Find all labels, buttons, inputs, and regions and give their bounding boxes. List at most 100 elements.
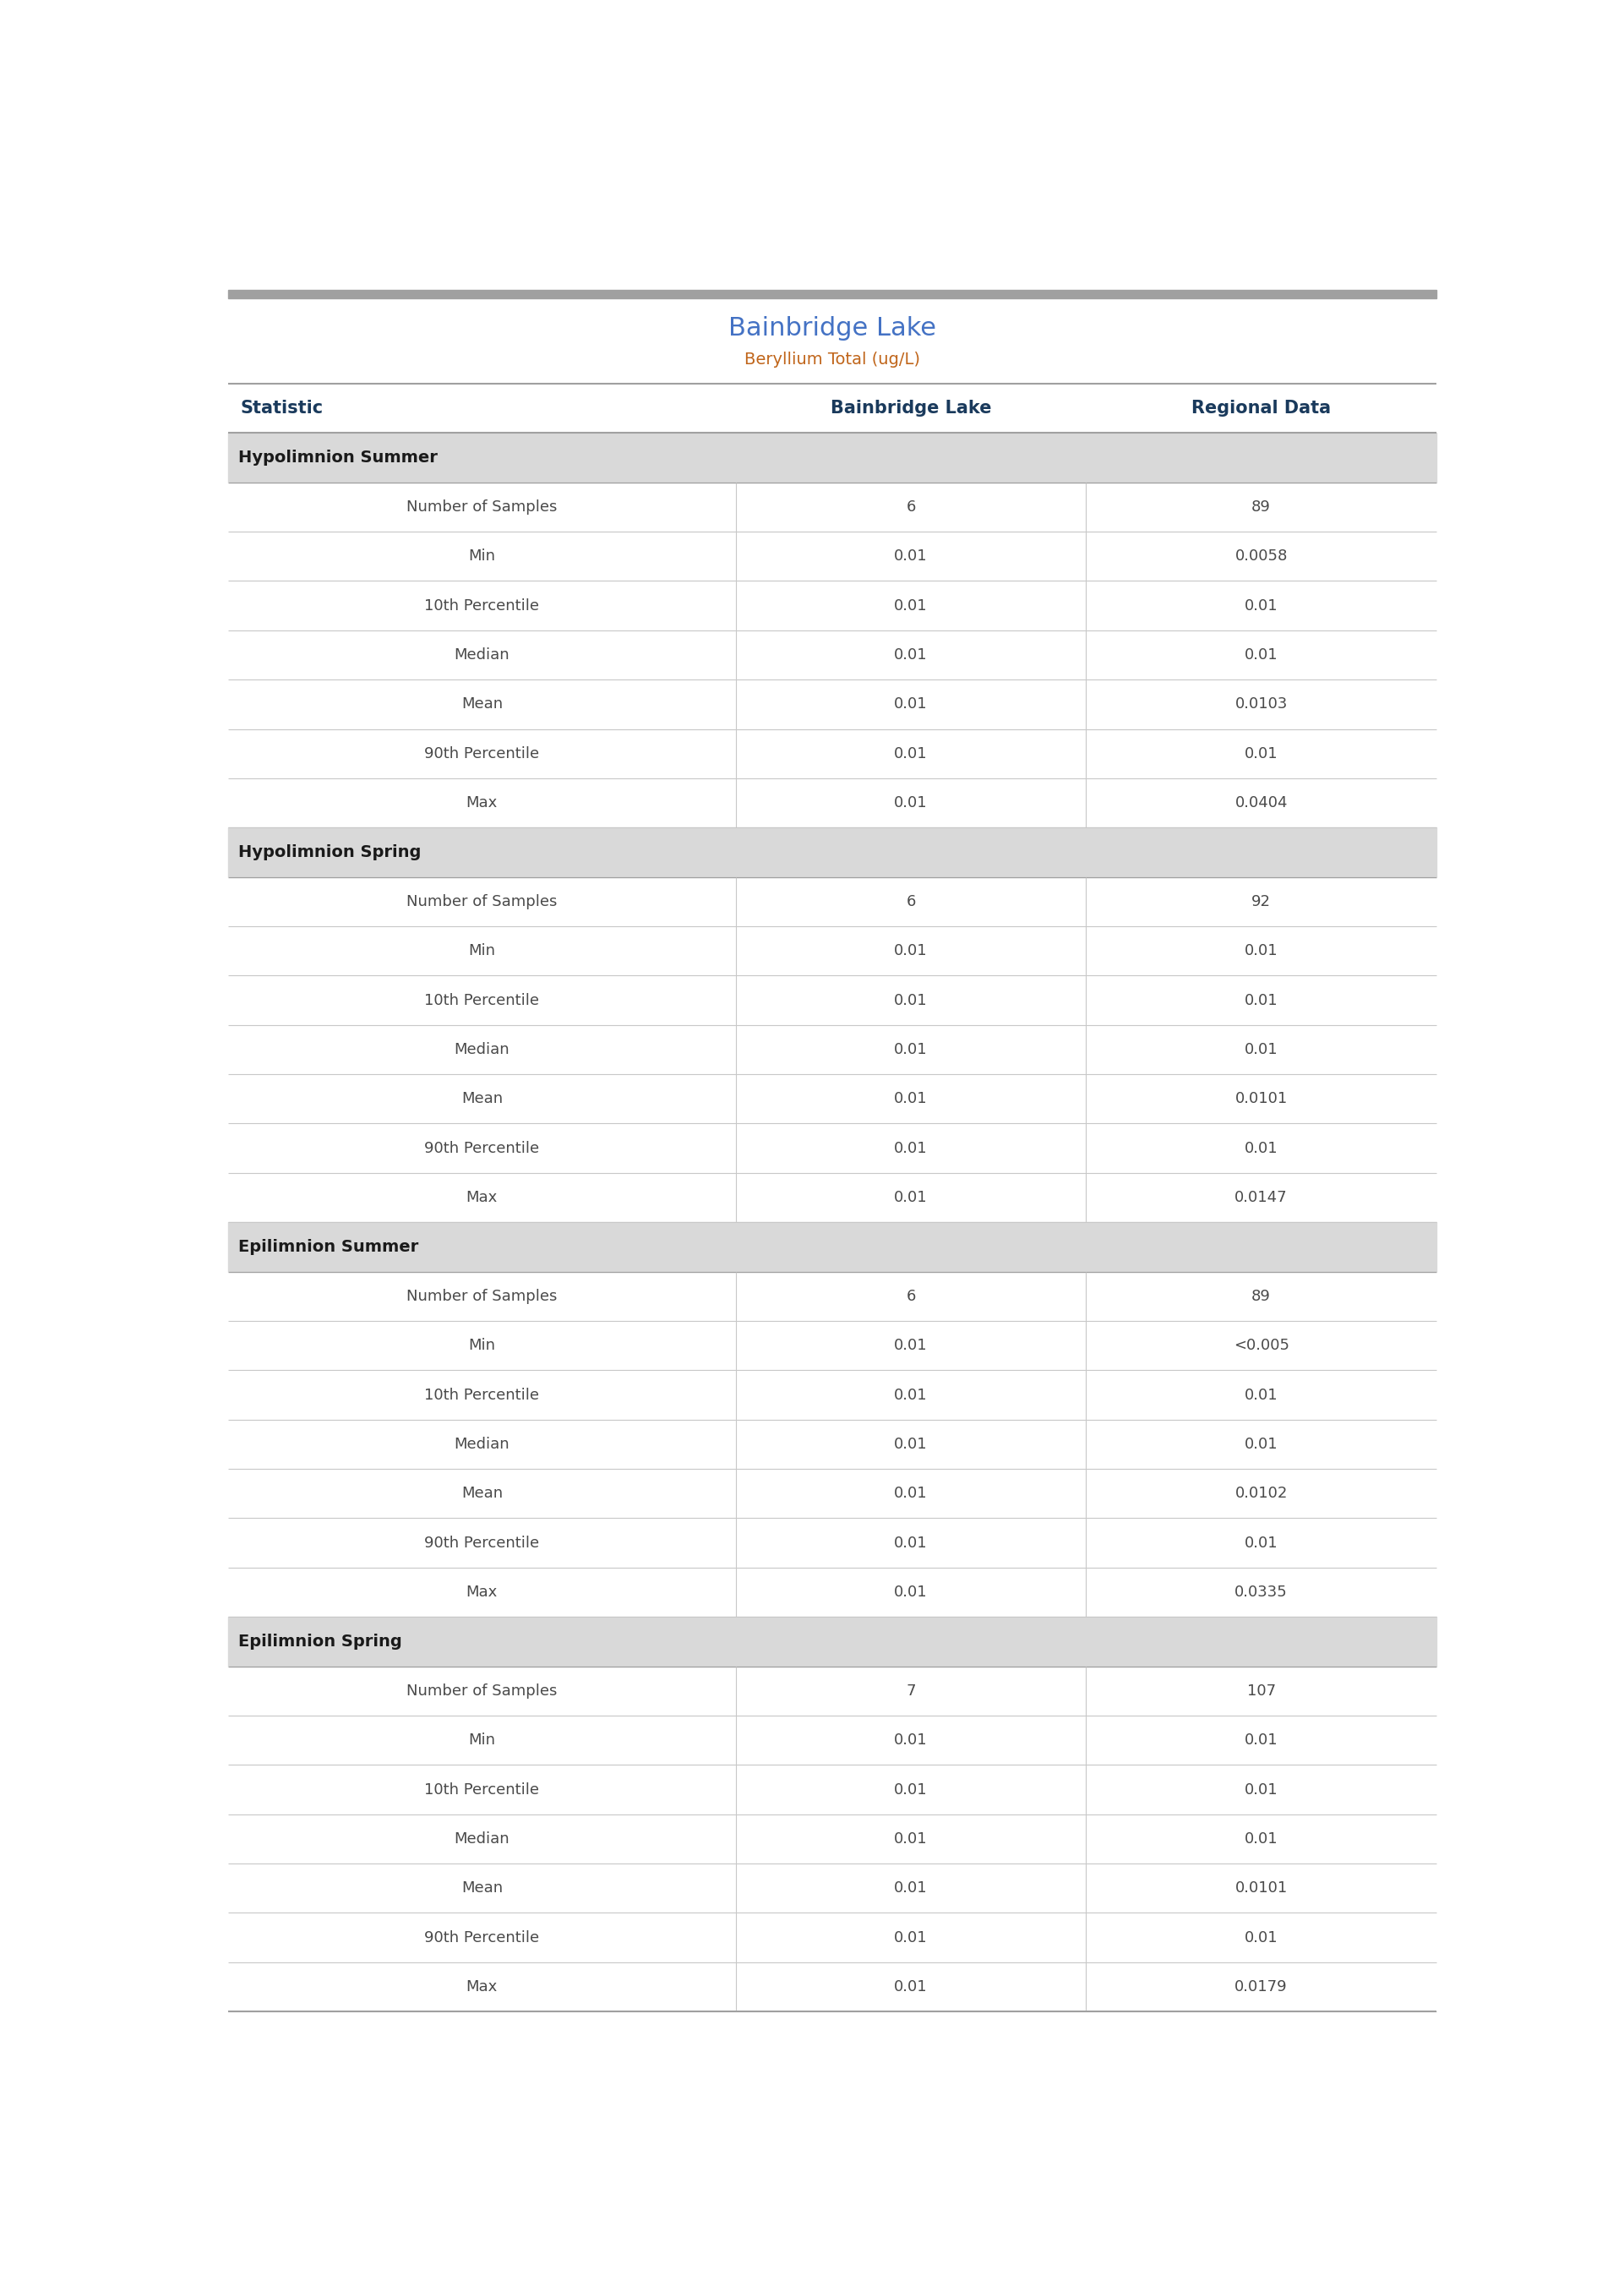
Bar xyxy=(227,1469,1436,1519)
Text: Min: Min xyxy=(468,1337,495,1353)
Text: 0.01: 0.01 xyxy=(895,1930,927,1945)
Text: 0.01: 0.01 xyxy=(895,794,927,810)
Text: <0.005: <0.005 xyxy=(1233,1337,1289,1353)
Text: 0.01: 0.01 xyxy=(1244,1930,1278,1945)
Text: 0.01: 0.01 xyxy=(895,597,927,613)
Text: 6: 6 xyxy=(906,894,916,910)
Bar xyxy=(227,779,1436,829)
Text: 10th Percentile: 10th Percentile xyxy=(424,1782,539,1798)
Bar xyxy=(227,926,1436,976)
Text: 0.01: 0.01 xyxy=(1244,1732,1278,1748)
Bar xyxy=(227,829,1436,876)
Text: Median: Median xyxy=(455,1832,510,1846)
Bar xyxy=(227,1814,1436,1864)
Bar xyxy=(227,1074,1436,1124)
Text: 10th Percentile: 10th Percentile xyxy=(424,1387,539,1403)
Text: Epilimnion Spring: Epilimnion Spring xyxy=(239,1634,403,1650)
Text: 0.01: 0.01 xyxy=(1244,1535,1278,1550)
Bar xyxy=(227,1961,1436,2011)
Text: Max: Max xyxy=(466,1979,497,1995)
Text: 0.01: 0.01 xyxy=(895,1832,927,1846)
Bar xyxy=(227,631,1436,679)
Bar xyxy=(227,976,1436,1026)
Text: 0.01: 0.01 xyxy=(895,549,927,563)
Bar xyxy=(227,291,1436,297)
Text: 0.01: 0.01 xyxy=(895,697,927,713)
Text: Mean: Mean xyxy=(461,697,503,713)
Text: Max: Max xyxy=(466,1189,497,1205)
Text: Bainbridge Lake: Bainbridge Lake xyxy=(830,400,991,418)
Bar xyxy=(227,531,1436,581)
Text: Regional Data: Regional Data xyxy=(1192,400,1332,418)
Text: 0.01: 0.01 xyxy=(1244,647,1278,663)
Bar xyxy=(227,1371,1436,1419)
Text: 0.01: 0.01 xyxy=(895,1387,927,1403)
Text: 0.01: 0.01 xyxy=(1244,1437,1278,1453)
Text: 0.0101: 0.0101 xyxy=(1234,1880,1288,1895)
Text: 6: 6 xyxy=(906,1289,916,1303)
Text: 0.01: 0.01 xyxy=(1244,1782,1278,1798)
Bar xyxy=(227,876,1436,926)
Text: 0.01: 0.01 xyxy=(895,1732,927,1748)
Text: 0.01: 0.01 xyxy=(1244,1140,1278,1155)
Text: 0.01: 0.01 xyxy=(895,1979,927,1995)
Text: 7: 7 xyxy=(906,1684,916,1698)
Text: 0.01: 0.01 xyxy=(1244,597,1278,613)
Text: 10th Percentile: 10th Percentile xyxy=(424,992,539,1008)
Text: 89: 89 xyxy=(1252,1289,1272,1303)
Text: 0.01: 0.01 xyxy=(1244,1832,1278,1846)
Text: 0.01: 0.01 xyxy=(895,1535,927,1550)
Text: Number of Samples: Number of Samples xyxy=(406,499,557,515)
Bar xyxy=(227,434,1436,481)
Text: 0.01: 0.01 xyxy=(895,1337,927,1353)
Text: 107: 107 xyxy=(1247,1684,1275,1698)
Bar xyxy=(227,1666,1436,1716)
Text: 90th Percentile: 90th Percentile xyxy=(424,747,539,760)
Text: 0.01: 0.01 xyxy=(895,1584,927,1600)
Text: Max: Max xyxy=(466,794,497,810)
Text: Statistic: Statistic xyxy=(240,400,323,418)
Bar xyxy=(227,1569,1436,1616)
Text: 0.01: 0.01 xyxy=(895,1189,927,1205)
Text: Max: Max xyxy=(466,1584,497,1600)
Text: 0.01: 0.01 xyxy=(1244,747,1278,760)
Text: Mean: Mean xyxy=(461,1092,503,1105)
Text: Number of Samples: Number of Samples xyxy=(406,1289,557,1303)
Bar xyxy=(227,1271,1436,1321)
Text: 0.0179: 0.0179 xyxy=(1234,1979,1288,1995)
Bar xyxy=(227,384,1436,434)
Text: 0.01: 0.01 xyxy=(895,647,927,663)
Text: Min: Min xyxy=(468,1732,495,1748)
Text: 0.0335: 0.0335 xyxy=(1234,1584,1288,1600)
Bar xyxy=(227,481,1436,531)
Text: Number of Samples: Number of Samples xyxy=(406,1684,557,1698)
Text: 6: 6 xyxy=(906,499,916,515)
Bar xyxy=(227,1864,1436,1914)
Bar xyxy=(227,729,1436,779)
Bar xyxy=(227,1026,1436,1074)
Text: 0.0102: 0.0102 xyxy=(1234,1487,1288,1500)
Text: 0.01: 0.01 xyxy=(895,1487,927,1500)
Text: 89: 89 xyxy=(1252,499,1272,515)
Text: Beryllium Total (ug/L): Beryllium Total (ug/L) xyxy=(744,352,921,368)
Text: Epilimnion Summer: Epilimnion Summer xyxy=(239,1239,419,1255)
Bar xyxy=(227,1914,1436,1961)
Text: Median: Median xyxy=(455,1042,510,1058)
Text: Median: Median xyxy=(455,1437,510,1453)
Text: Min: Min xyxy=(468,944,495,958)
Text: 0.01: 0.01 xyxy=(1244,944,1278,958)
Text: 0.0101: 0.0101 xyxy=(1234,1092,1288,1105)
Text: 0.01: 0.01 xyxy=(895,1880,927,1895)
Bar xyxy=(227,1419,1436,1469)
Bar xyxy=(227,1616,1436,1666)
Text: 10th Percentile: 10th Percentile xyxy=(424,597,539,613)
Text: Median: Median xyxy=(455,647,510,663)
Text: 0.01: 0.01 xyxy=(895,944,927,958)
Text: Mean: Mean xyxy=(461,1880,503,1895)
Bar xyxy=(227,1221,1436,1271)
Bar xyxy=(227,1124,1436,1174)
Text: 0.0147: 0.0147 xyxy=(1234,1189,1288,1205)
Text: 0.01: 0.01 xyxy=(1244,1387,1278,1403)
Bar xyxy=(227,1716,1436,1764)
Text: 0.01: 0.01 xyxy=(895,1782,927,1798)
